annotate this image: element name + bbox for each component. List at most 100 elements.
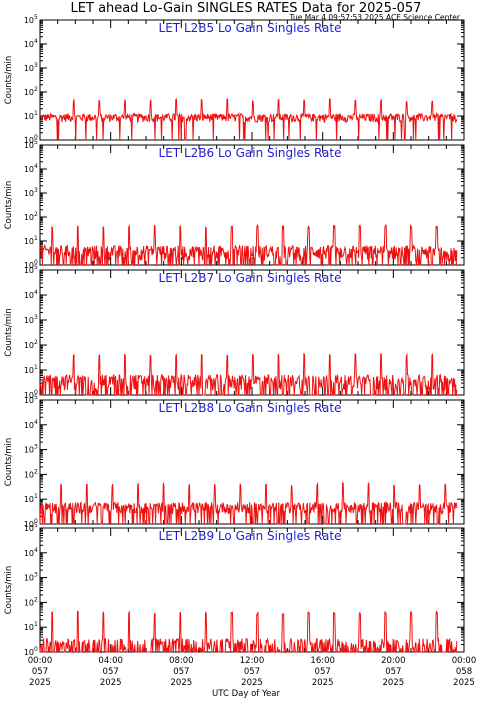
y-tick-exponent: 2 <box>34 86 38 93</box>
y-tick-label: 10 <box>24 64 34 73</box>
y-tick-label: 10 <box>24 341 34 350</box>
y-tick-label: 10 <box>24 266 34 275</box>
y-tick-label: 10 <box>24 112 34 121</box>
series-line <box>39 98 458 141</box>
x-tick-year: 2025 <box>29 678 51 688</box>
y-tick-label: 10 <box>24 391 34 400</box>
x-axis-tick-labels: 00:00057202504:00057202508:00057202512:0… <box>28 656 477 688</box>
y-tick-label: 10 <box>24 421 34 430</box>
y-tick-exponent: 2 <box>34 468 38 475</box>
y-tick-label: 10 <box>24 88 34 97</box>
y-tick-label: 10 <box>24 495 34 504</box>
series-line <box>39 610 458 654</box>
x-tick-year: 2025 <box>453 678 475 688</box>
y-tick-exponent: 0 <box>34 389 38 396</box>
y-tick-label: 10 <box>24 623 34 632</box>
y-tick-exponent: 3 <box>34 187 38 194</box>
y-tick-label: 10 <box>24 291 34 300</box>
x-tick-year: 2025 <box>312 678 334 688</box>
x-tick-time: 00:00 <box>452 656 477 666</box>
y-tick-label: 10 <box>24 316 34 325</box>
x-tick-doy: 057 <box>315 667 331 677</box>
y-tick-exponent: 1 <box>34 110 38 117</box>
panel-title: LET L2B9 Lo Gain Singles Rate <box>159 529 342 543</box>
y-tick-exponent: 2 <box>34 211 38 218</box>
y-tick-exponent: 0 <box>34 518 38 525</box>
y-tick-exponent: 4 <box>34 38 38 45</box>
y-tick-label: 10 <box>24 648 34 657</box>
y-tick-label: 10 <box>24 189 34 198</box>
y-tick-label: 10 <box>24 396 34 405</box>
y-tick-exponent: 4 <box>34 289 38 296</box>
y-tick-label: 10 <box>24 520 34 529</box>
x-tick-year: 2025 <box>241 678 263 688</box>
x-tick-doy: 058 <box>456 667 472 677</box>
panel-title: LET L2B5 Lo Gain Singles Rate <box>159 21 342 35</box>
y-tick-exponent: 0 <box>34 259 38 266</box>
y-tick-label: 10 <box>24 598 34 607</box>
y-axis-label: Counts/min <box>4 56 14 105</box>
x-tick-time: 04:00 <box>98 656 123 666</box>
series-line <box>39 352 458 396</box>
y-tick-exponent: 4 <box>34 163 38 170</box>
y-tick-label: 10 <box>24 141 34 150</box>
series-line <box>39 481 458 525</box>
y-tick-label: 10 <box>24 165 34 174</box>
y-tick-exponent: 1 <box>34 493 38 500</box>
y-tick-label: 10 <box>24 366 34 375</box>
x-tick-year: 2025 <box>100 678 122 688</box>
y-tick-exponent: 4 <box>34 419 38 426</box>
y-tick-label: 10 <box>24 213 34 222</box>
x-tick-time: 20:00 <box>381 656 406 666</box>
x-tick-year: 2025 <box>383 678 405 688</box>
y-tick-exponent: 1 <box>34 621 38 628</box>
y-tick-exponent: 2 <box>34 596 38 603</box>
x-tick-doy: 057 <box>32 667 48 677</box>
y-tick-label: 10 <box>24 40 34 49</box>
y-tick-label: 10 <box>24 136 34 145</box>
x-tick-time: 16:00 <box>310 656 335 666</box>
y-tick-exponent: 3 <box>34 62 38 69</box>
y-tick-exponent: 5 <box>34 14 38 21</box>
y-tick-label: 10 <box>24 524 34 533</box>
y-tick-exponent: 5 <box>34 264 38 271</box>
y-tick-label: 10 <box>24 237 34 246</box>
panel-title: LET L2B8 Lo Gain Singles Rate <box>159 401 342 415</box>
y-tick-label: 10 <box>24 470 34 479</box>
x-tick-doy: 057 <box>103 667 119 677</box>
y-tick-label: 10 <box>24 549 34 558</box>
y-axis-label: Counts/min <box>4 308 14 357</box>
y-tick-label: 10 <box>24 446 34 455</box>
panel-title: LET L2B6 Lo Gain Singles Rate <box>159 146 342 160</box>
x-tick-year: 2025 <box>171 678 193 688</box>
y-tick-label: 10 <box>24 574 34 583</box>
x-tick-doy: 057 <box>173 667 189 677</box>
y-axis-label: Counts/min <box>4 438 14 487</box>
chart-title: LET ahead Lo-Gain SINGLES RATES Data for… <box>71 1 422 16</box>
x-tick-doy: 057 <box>244 667 260 677</box>
y-tick-exponent: 1 <box>34 364 38 371</box>
x-tick-time: 08:00 <box>169 656 194 666</box>
y-axis-label: Counts/min <box>4 181 14 230</box>
y-axis-label: Counts/min <box>4 566 14 615</box>
x-tick-time: 12:00 <box>240 656 265 666</box>
x-tick-time: 00:00 <box>28 656 53 666</box>
y-tick-label: 10 <box>24 16 34 25</box>
y-tick-label: 10 <box>24 261 34 270</box>
generation-timestamp: Tue Mar 4 09:57:53 2025 ACE Science Cent… <box>289 13 461 22</box>
y-tick-exponent: 3 <box>34 572 38 579</box>
y-tick-exponent: 3 <box>34 444 38 451</box>
